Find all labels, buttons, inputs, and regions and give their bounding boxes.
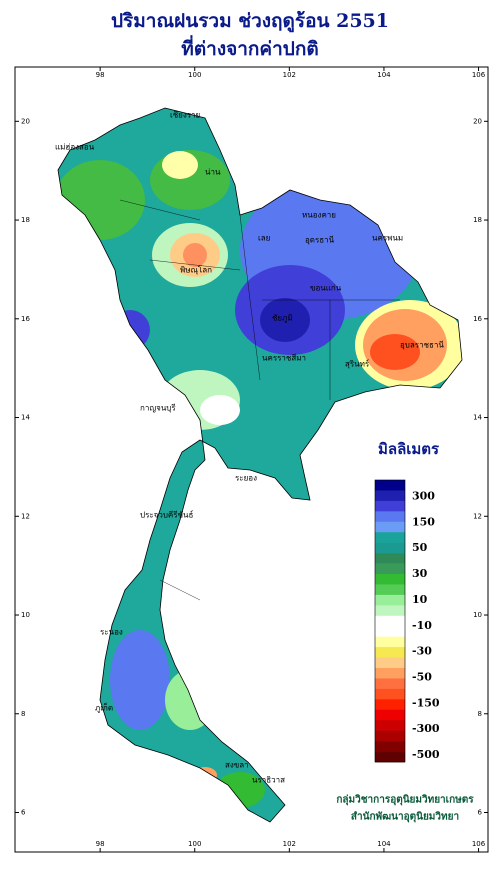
y-tick-label: 10 <box>21 611 30 619</box>
legend-swatch <box>375 730 405 742</box>
y-tick-label: 6 <box>21 809 26 817</box>
legend-label: -30 <box>412 645 432 658</box>
x-tick-label: 102 <box>283 840 296 848</box>
x-tick-label: 98 <box>96 840 105 848</box>
place-label: กาญจนบุรี <box>140 404 176 413</box>
place-labels: เชียงราย น่าน เลย หนองคาย อุดรธานี นครพน… <box>55 111 444 785</box>
place-label: เชียงราย <box>170 111 200 120</box>
legend-swatch <box>375 584 405 596</box>
legend-swatch <box>375 521 405 533</box>
legend-swatch <box>375 720 405 731</box>
legend-swatch <box>375 615 405 627</box>
place-label: น่าน <box>205 168 221 177</box>
legend: 300 150 50 30 10 -10 -30 -50 -150 -300 -500 <box>374 479 440 763</box>
title: ที่ต่างจากค่าปกติ <box>181 35 318 60</box>
legend-title: มิลลิเมตร <box>378 440 440 458</box>
legend-swatch <box>375 553 405 564</box>
x-tick-label: 106 <box>472 840 486 848</box>
place-label: ระยอง <box>235 474 257 483</box>
title: ปริมาณฝนรวม ช่วงฤดูร้อน 2551 <box>111 10 389 33</box>
legend-border <box>374 479 406 763</box>
x-tick-label: 104 <box>377 840 391 848</box>
legend-swatch <box>375 688 405 700</box>
legend-swatch <box>375 532 405 543</box>
legend-swatch <box>375 542 405 554</box>
legend-swatch <box>375 490 405 502</box>
legend-swatch <box>375 511 405 523</box>
y-tick-label: 12 <box>21 512 30 520</box>
legend-label: 150 <box>412 515 435 528</box>
legend-label: -300 <box>412 722 440 735</box>
legend-swatch <box>375 647 405 658</box>
place-label: อุบลราชธานี <box>400 341 444 350</box>
y-tick-label: 8 <box>21 710 25 718</box>
legend-swatch <box>375 751 405 763</box>
place-label: ขอนแก่น <box>310 284 342 293</box>
y-tick-label: 18 <box>473 216 482 224</box>
legend-label: 30 <box>412 567 428 580</box>
legend-swatch <box>375 668 405 679</box>
place-label: หนองคาย <box>302 211 336 220</box>
place-label: สงขลา <box>225 761 249 770</box>
legend-swatch <box>375 594 405 606</box>
place-label: สุรินทร์ <box>345 359 370 369</box>
legend-swatch <box>375 678 405 690</box>
place-label: แม่ฮ่องสอน <box>55 143 95 152</box>
legend-label: 10 <box>412 593 428 606</box>
legend-label: -150 <box>412 696 440 709</box>
y-tick-label: 18 <box>21 216 30 224</box>
place-label: อุดรธานี <box>305 236 335 245</box>
y-tick-label: 14 <box>21 414 30 422</box>
legend-label: -10 <box>412 619 432 632</box>
x-tick-label: 106 <box>472 71 486 79</box>
place-label: ประจวบคีรีขันธ์ <box>140 510 194 520</box>
x-tick-label: 98 <box>96 71 105 79</box>
map-outline <box>57 107 463 823</box>
place-label: พิษณุโลก <box>180 265 212 275</box>
legend-swatch <box>375 574 405 585</box>
legend-swatch <box>375 626 405 637</box>
y-tick-label: 16 <box>21 315 30 323</box>
y-tick-label: 14 <box>473 414 482 422</box>
y-tick-label: 16 <box>473 315 482 323</box>
legend-label: -50 <box>412 670 432 683</box>
legend-label: 50 <box>412 541 428 554</box>
y-tick-label: 8 <box>478 710 482 718</box>
legend-label: 300 <box>412 489 435 502</box>
place-label: ชัยภูมิ <box>272 314 293 324</box>
y-tick-label: 12 <box>473 512 482 520</box>
place-label: นครพนม <box>372 234 403 243</box>
credit: สำนักพัฒนาอุตุนิยมวิทยา <box>351 811 459 823</box>
place-label: เลย <box>258 234 270 243</box>
y-tick-label: 6 <box>478 809 483 817</box>
place-label: ภูเก็ต <box>95 703 113 714</box>
legend-swatch <box>375 605 405 617</box>
y-tick-label: 10 <box>473 611 482 619</box>
place-label: ระนอง <box>100 628 123 637</box>
credit: กลุ่มวิชาการอุตุนิยมวิทยาเกษตร <box>336 794 474 806</box>
x-tick-label: 100 <box>188 71 201 79</box>
legend-swatch <box>375 563 405 575</box>
place-label: นครราชสีมา <box>262 354 306 363</box>
x-tick-label: 102 <box>283 71 296 79</box>
y-tick-label: 20 <box>473 117 482 125</box>
legend-swatch <box>375 741 405 752</box>
legend-swatch <box>375 636 405 648</box>
y-tick-label: 20 <box>21 117 30 125</box>
legend-swatch <box>375 500 405 512</box>
x-tick-label: 100 <box>188 840 201 848</box>
legend-label: -500 <box>412 748 440 761</box>
legend-swatch <box>375 480 405 491</box>
x-tick-label: 104 <box>377 71 391 79</box>
legend-swatch <box>375 699 405 711</box>
legend-swatch <box>375 709 405 721</box>
place-label: นราธิวาส <box>252 776 285 785</box>
legend-swatch <box>375 657 405 669</box>
